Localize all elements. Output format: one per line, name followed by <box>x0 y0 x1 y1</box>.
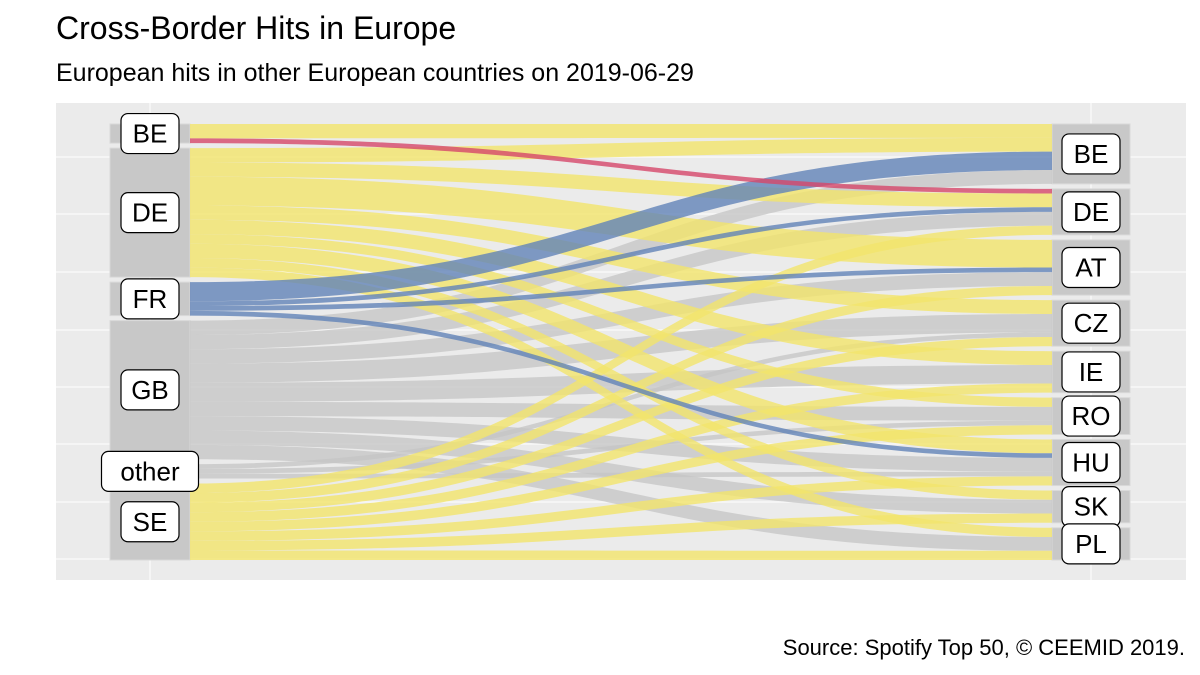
label-text: IE <box>1079 357 1104 387</box>
label-box <box>120 112 180 155</box>
chart-caption: Source: Spotify Top 50, © CEEMID 2019. <box>782 635 1185 660</box>
flow-de-to-ro <box>190 234 1052 407</box>
origin-label-se: SE <box>120 501 180 543</box>
label-box <box>1061 302 1121 344</box>
flow-se-to-cz <box>190 337 1052 513</box>
destination-label-ro: RO <box>1061 395 1121 437</box>
destination-label-ie: IE <box>1061 351 1121 393</box>
flow-de-to-de <box>190 162 1052 208</box>
label-box <box>1061 246 1121 289</box>
flow-se-to-pl <box>190 550 1052 560</box>
flow-gb-to-pl <box>190 444 1052 551</box>
label-text: FR <box>133 284 168 314</box>
flow-de-to-hu <box>190 243 1052 454</box>
label-box <box>1061 441 1121 484</box>
label-text: RO <box>1072 401 1111 431</box>
origin-label-de: DE <box>120 192 180 234</box>
label-text: PL <box>1075 529 1107 559</box>
label-text: BE <box>1074 139 1109 169</box>
flow-fr-to-hu <box>190 310 1052 458</box>
label-box <box>120 192 180 234</box>
label-text: GB <box>131 375 169 405</box>
node-labels: BE DE FR GB other SE BE DE AT CZ IE RO HU SK PL <box>100 112 1121 565</box>
flow-fr-to-at <box>190 267 1052 311</box>
label-text: other <box>120 456 180 486</box>
flow-se-to-hu <box>190 476 1052 541</box>
label-box <box>1061 191 1121 233</box>
flow-de-to-ie <box>190 219 1052 366</box>
flow-de-to-pl <box>190 267 1052 537</box>
label-text: HU <box>1072 448 1110 478</box>
flow-gb-to-be <box>190 170 1052 335</box>
destination-label-de: DE <box>1061 191 1121 233</box>
flow-fr-to-de <box>190 207 1052 307</box>
label-box <box>100 450 200 492</box>
label-text: DE <box>132 198 168 228</box>
label-box <box>120 278 180 320</box>
destination-label-be: BE <box>1061 133 1121 175</box>
label-text: SK <box>1074 492 1109 522</box>
flow-se-to-sk <box>190 513 1052 551</box>
label-box <box>1061 523 1121 565</box>
label-box <box>120 369 180 411</box>
flow-fr-to-be <box>190 151 1052 302</box>
label-box <box>1061 395 1121 437</box>
label-text: DE <box>1073 197 1109 227</box>
chart-subtitle: European hits in other European countrie… <box>56 59 694 87</box>
flow-gb-to-de <box>190 211 1052 350</box>
flow-de-to-sk <box>190 258 1052 500</box>
flow-be-to-de <box>190 138 1052 194</box>
label-text: SE <box>133 507 168 537</box>
flow-se-to-at <box>190 285 1052 503</box>
flow-gb-to-ro <box>190 401 1052 421</box>
origin-label-other: other <box>100 450 200 492</box>
origin-label-fr: FR <box>120 278 180 320</box>
destination-label-at: AT <box>1061 246 1121 289</box>
destination-label-sk: SK <box>1061 486 1121 528</box>
label-box <box>1061 351 1121 393</box>
flow-se-to-de <box>190 225 1052 494</box>
flow-de-to-cz <box>190 205 1052 314</box>
flow-se-to-ro <box>190 425 1052 532</box>
label-text: BE <box>133 119 168 149</box>
destination-label-hu: HU <box>1061 441 1121 484</box>
label-box <box>1061 133 1121 175</box>
flow-be-to-be <box>190 124 1052 139</box>
flow-de-to-be <box>190 137 1052 163</box>
flow-se-to-ie <box>190 383 1052 522</box>
label-text: AT <box>1075 253 1106 283</box>
destination-label-pl: PL <box>1061 523 1121 565</box>
destination-label-cz: CZ <box>1061 302 1121 344</box>
label-text: CZ <box>1074 308 1109 338</box>
origin-label-gb: GB <box>120 369 180 411</box>
flow-other-to-ro <box>190 420 1052 474</box>
origin-label-be: BE <box>120 112 180 155</box>
label-box <box>120 501 180 543</box>
chart-title: Cross-Border Hits in Europe <box>56 10 457 46</box>
flow-gb-to-hu <box>190 416 1052 472</box>
flows <box>190 124 1052 560</box>
